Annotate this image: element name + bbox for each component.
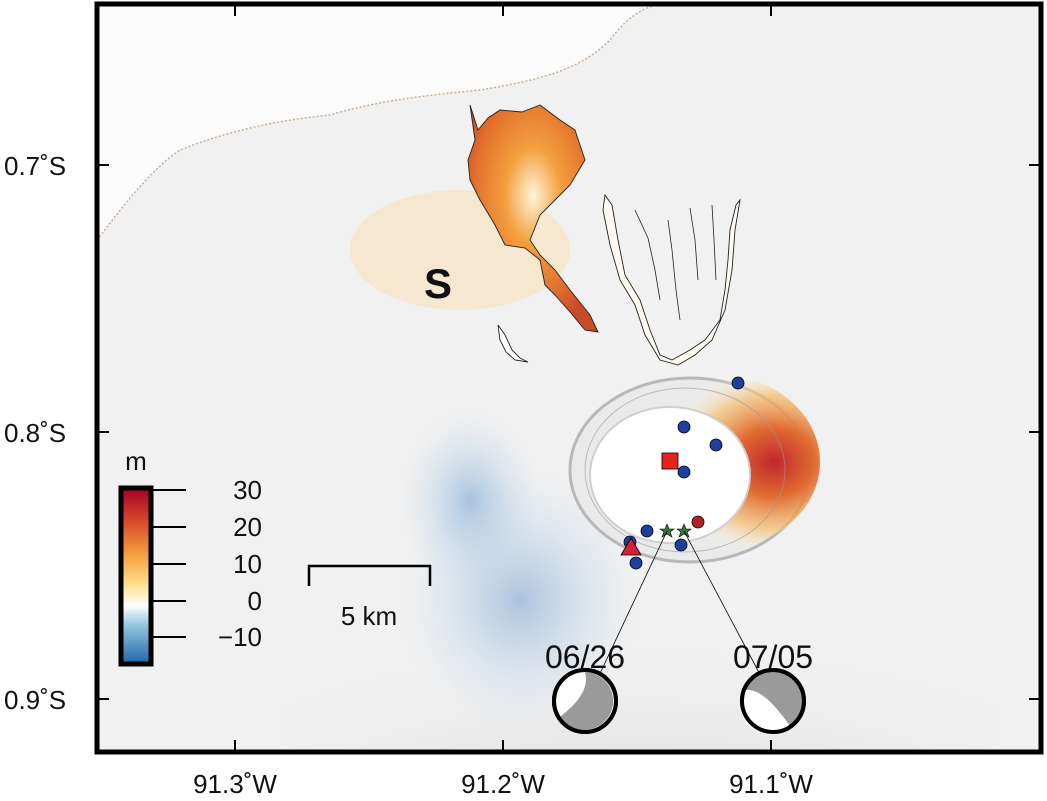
sierra-label: S xyxy=(424,260,452,307)
map-frame xyxy=(94,1,1044,755)
east-lava-flows xyxy=(602,193,741,366)
focal-mechanism-0626: 06/26 xyxy=(545,639,625,734)
y-tick-label: 0.9˚S xyxy=(4,685,66,715)
x-tick-label: 91.1˚W xyxy=(729,769,813,799)
colorbar-tick: 30 xyxy=(233,475,262,505)
north-lava-flow xyxy=(467,104,599,333)
station-marker xyxy=(677,465,691,479)
tick-marks xyxy=(97,4,1041,752)
markers xyxy=(620,376,745,570)
caldera-floor xyxy=(589,406,751,544)
red-dot-marker xyxy=(691,515,705,529)
triangle-marker xyxy=(620,537,642,556)
connector-line xyxy=(587,530,668,700)
epicenter-star xyxy=(676,523,692,538)
colorbar-tick: 0 xyxy=(248,586,262,616)
small-flow xyxy=(497,324,529,363)
station-marker xyxy=(709,438,723,452)
focal-mechanism-date: 07/05 xyxy=(733,639,813,675)
y-tick-label: 0.7˚S xyxy=(4,151,66,181)
station-marker xyxy=(677,420,691,434)
station-marker xyxy=(731,376,745,390)
station-marker xyxy=(674,538,688,552)
station-marker xyxy=(640,524,654,538)
colorbar-tick: −10 xyxy=(218,622,262,652)
vent-square-marker xyxy=(661,452,679,470)
connector-line xyxy=(683,530,774,700)
colorbar: m 30 20 10 0 −10 xyxy=(118,446,262,667)
scale-bar-label: 5 km xyxy=(341,601,397,631)
colorbar-bar xyxy=(118,485,154,667)
y-tick-label: 0.8˚S xyxy=(4,418,66,448)
colorbar-tick: 20 xyxy=(233,512,262,542)
focal-mechanism-date: 06/26 xyxy=(545,639,625,675)
epicenter-star xyxy=(659,523,675,538)
scale-bar: 5 km xyxy=(307,564,432,631)
focal-mechanism-0705: 07/05 xyxy=(733,639,813,735)
station-marker xyxy=(629,556,643,570)
x-tick-label: 91.3˚W xyxy=(193,769,277,799)
x-tick-label: 91.2˚W xyxy=(461,769,545,799)
coastline xyxy=(97,4,661,241)
colorbar-tick: 10 xyxy=(233,549,262,579)
colorbar-unit: m xyxy=(125,446,147,476)
